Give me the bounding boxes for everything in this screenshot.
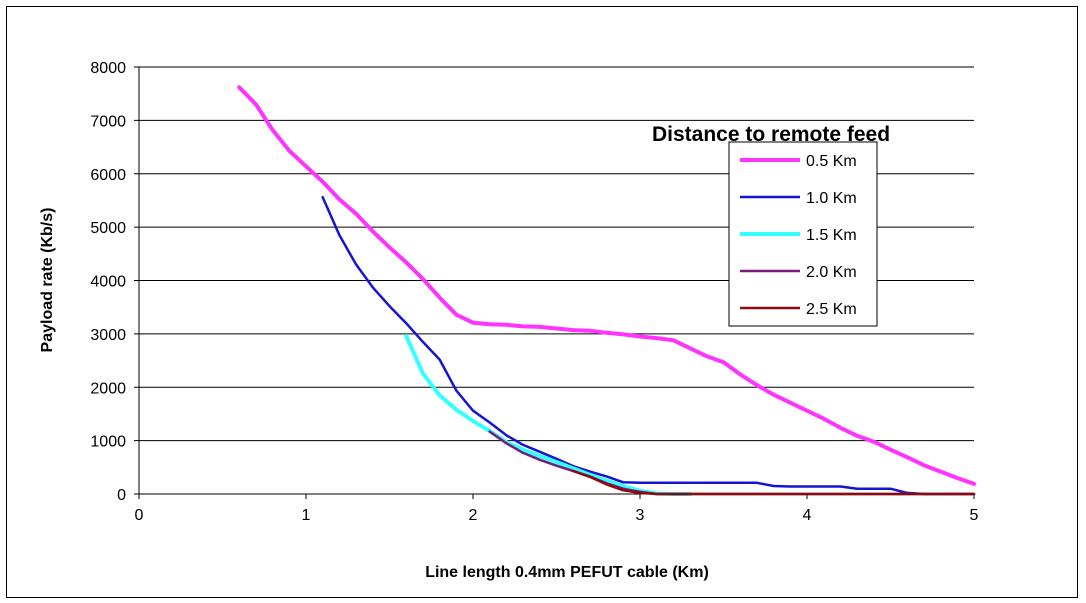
- series-line-0-5-km: [237, 85, 976, 486]
- y-tick-label-5000: 5000: [90, 220, 126, 237]
- y-tick-label-7000: 7000: [90, 113, 126, 130]
- y-tick-label-3000: 3000: [90, 327, 126, 344]
- y-tick-label-4000: 4000: [90, 274, 126, 291]
- chart-frame: [6, 6, 1078, 598]
- y-tick-label-6000: 6000: [90, 167, 126, 184]
- y-tick-labels: 0 1000 2000 3000 4000 5000 6000 7000 8000: [90, 60, 126, 504]
- series-line-1-0-km: [321, 195, 976, 496]
- legend-label-2-0-km: 2.0 Km: [806, 264, 857, 281]
- x-tick-labels: 0 1 2 3 4 5: [135, 507, 979, 524]
- y-tick-label-8000: 8000: [90, 60, 126, 77]
- x-axis-title: Line length 0.4mm PEFUT cable (Km): [425, 564, 709, 581]
- x-tick-label-1: 1: [302, 507, 311, 524]
- y-axis-title: Payload rate (Kb/s): [39, 208, 56, 353]
- y-tick-label-2000: 2000: [90, 380, 126, 397]
- x-tick-label-5: 5: [970, 507, 979, 524]
- series-lines: [237, 85, 976, 496]
- legend: 0.5 Km 1.0 Km 1.5 Km 2.0 Km 2.5 Km: [728, 141, 878, 327]
- y-tick-label-1000: 1000: [90, 434, 126, 451]
- x-tick-label-3: 3: [636, 507, 645, 524]
- series-line-1-5-km: [404, 334, 693, 496]
- x-tick-label-4: 4: [803, 507, 812, 524]
- legend-label-1-0-km: 1.0 Km: [806, 190, 857, 207]
- legend-label-2-5-km: 2.5 Km: [806, 301, 857, 318]
- legend-title: Distance to remote feed: [652, 123, 890, 146]
- x-tick-label-0: 0: [135, 507, 144, 524]
- y-tick-label-0: 0: [117, 487, 126, 504]
- series-line-2-5-km: [571, 469, 976, 496]
- legend-label-1-5-km: 1.5 Km: [806, 227, 857, 244]
- x-tick-label-2: 2: [469, 507, 478, 524]
- legend-label-0-5-km: 0.5 Km: [806, 153, 857, 170]
